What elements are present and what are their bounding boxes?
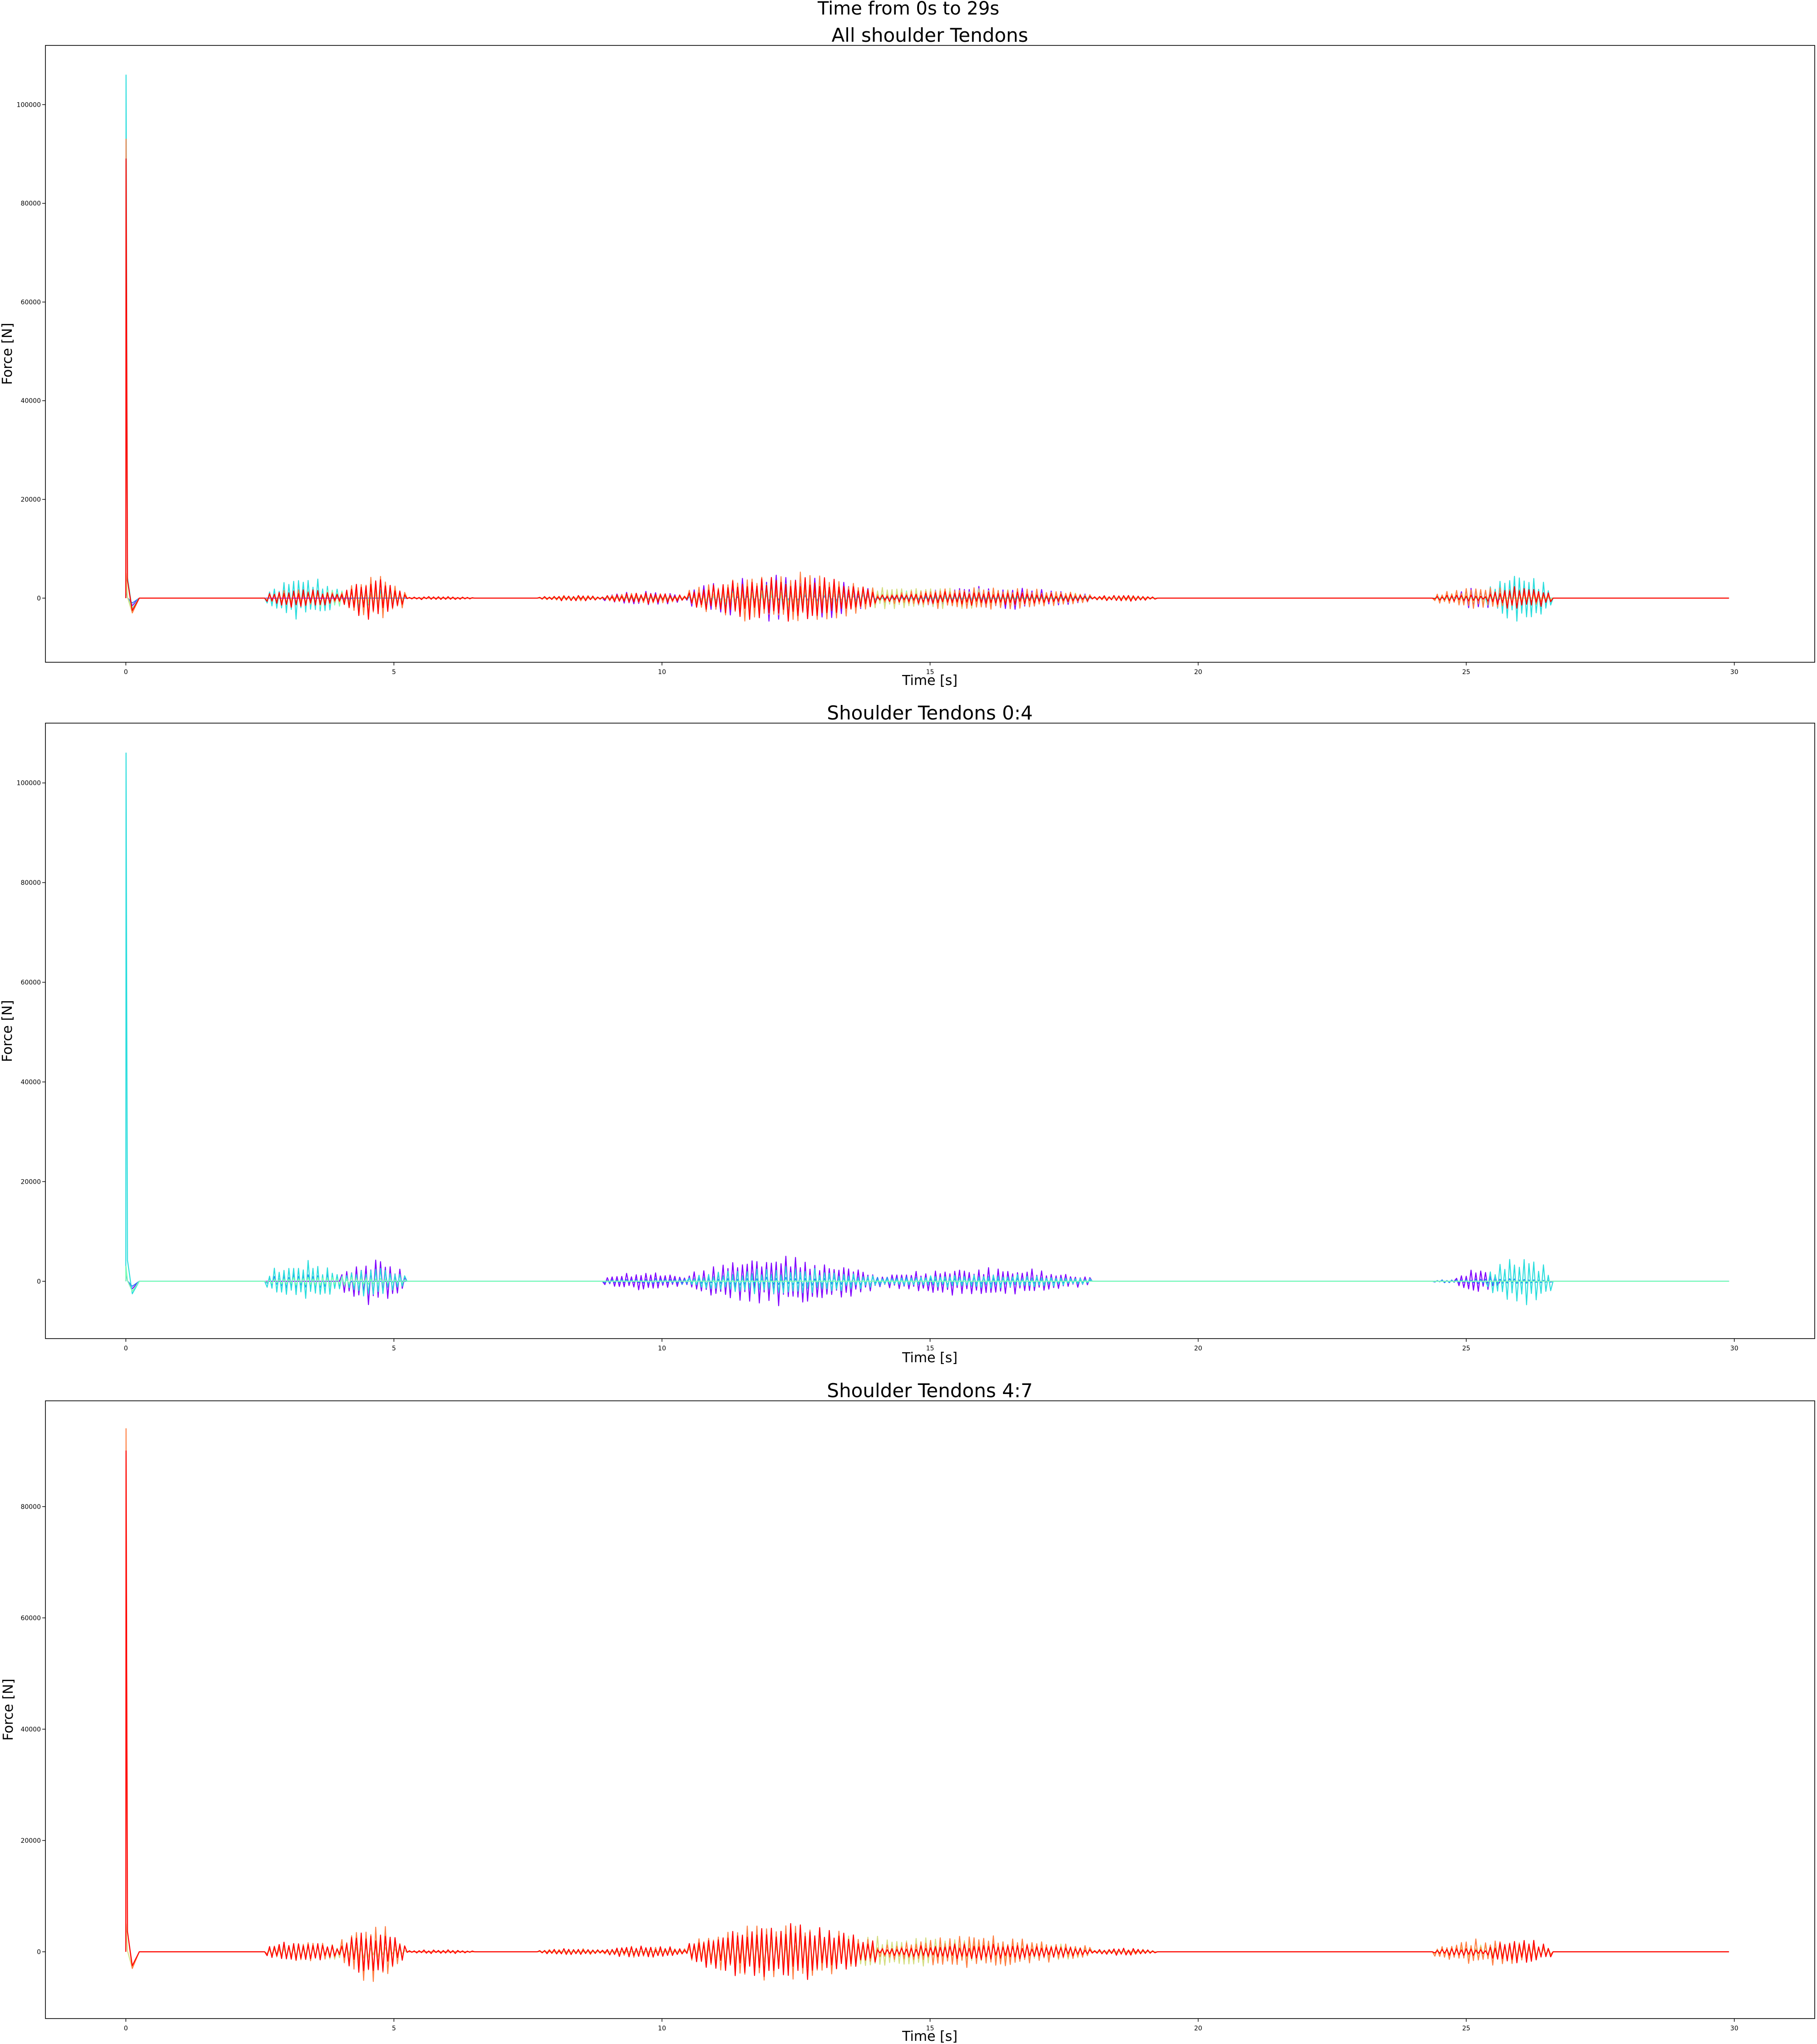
- x-tick-label: 10: [658, 669, 666, 676]
- axes-frame: [45, 45, 1815, 663]
- subplot-all-shoulder-tendons: All shoulder Tendons 0 5 10 15 20 25 30 0 20000 4…: [0, 24, 1815, 689]
- y-tick-label: 100000: [17, 101, 41, 109]
- x-tick-label: 20: [1194, 2025, 1202, 2032]
- trace-group: [125, 1428, 1729, 1982]
- x-tick-label: 20: [1194, 669, 1202, 676]
- x-tick-label: 15: [926, 669, 934, 676]
- y-tick-label: 80000: [20, 200, 41, 208]
- y-tick-label: 60000: [20, 1615, 41, 1622]
- axes-frame: [45, 723, 1815, 1339]
- y-tick-label: 0: [37, 1949, 41, 1956]
- x-tick-label: 0: [124, 2025, 128, 2032]
- x-tick-label: 10: [658, 2025, 666, 2032]
- y-tick-label: 80000: [20, 1503, 41, 1511]
- tick-group: 0 5 10 15 20 25 30 0 20000 40000 60000 80000: [20, 1503, 1738, 2032]
- x-tick-label: 0: [124, 1345, 128, 1352]
- tick-group: 0 5 10 15 20 25 30 0 20000 40000 60000 80000 100000: [17, 780, 1738, 1352]
- y-tick-label: 60000: [20, 299, 41, 306]
- y-axis-label: Force [N]: [0, 323, 15, 385]
- x-tick-label: 5: [392, 2025, 396, 2032]
- y-tick-label: 20000: [20, 1178, 41, 1186]
- subplot-shoulder-tendons-0-4: Shoulder Tendons 0:4 0 5 10 15 20 25 30 0 20000 4…: [0, 702, 1815, 1366]
- y-tick-label: 0: [37, 1278, 41, 1285]
- x-tick-label: 0: [124, 669, 128, 676]
- x-axis-label: Time [s]: [902, 2029, 958, 2044]
- y-axis-label: Force [N]: [0, 1679, 16, 1741]
- x-tick-label: 25: [1462, 669, 1470, 676]
- x-tick-label: 25: [1462, 1345, 1470, 1352]
- y-tick-label: 100000: [17, 780, 41, 787]
- series-line: [125, 1265, 1729, 1292]
- x-tick-label: 20: [1194, 1345, 1202, 1352]
- y-tick-label: 40000: [20, 1726, 41, 1733]
- subplot-shoulder-tendons-4-7: Shoulder Tendons 4:7 0 5 10 15 20 25 30 0 20000 4…: [0, 1379, 1815, 2044]
- y-axis-label: Force [N]: [0, 1000, 15, 1062]
- y-tick-label: 60000: [20, 979, 41, 987]
- x-tick-label: 15: [926, 1345, 934, 1352]
- x-tick-label: 5: [392, 1345, 396, 1352]
- axes-frame: [45, 1400, 1815, 2019]
- x-axis-label: Time [s]: [902, 673, 958, 689]
- subplot-title: Shoulder Tendons 4:7: [827, 1379, 1033, 1402]
- x-tick-label: 30: [1730, 1345, 1738, 1352]
- trace-group: [125, 752, 1729, 1306]
- x-axis-label: Time [s]: [902, 1350, 958, 1366]
- x-tick-label: 25: [1462, 2025, 1470, 2032]
- y-tick-label: 20000: [20, 1837, 41, 1845]
- trace-group: [125, 74, 1729, 622]
- series-line: [125, 158, 1729, 622]
- y-tick-label: 0: [37, 595, 41, 602]
- y-tick-label: 40000: [20, 1079, 41, 1086]
- x-tick-label: 15: [926, 2025, 934, 2032]
- subplot-title: Shoulder Tendons 0:4: [827, 702, 1033, 724]
- y-tick-label: 20000: [20, 496, 41, 503]
- x-tick-label: 5: [392, 669, 396, 676]
- x-tick-label: 30: [1730, 669, 1738, 676]
- series-line: [125, 1450, 1729, 1980]
- subplot-title: All shoulder Tendons: [832, 24, 1028, 46]
- x-tick-label: 30: [1730, 2025, 1738, 2032]
- x-tick-label: 10: [658, 1345, 666, 1352]
- tick-group: 0 5 10 15 20 25 30 0 20000 40000 60000 80000 100000: [17, 101, 1738, 676]
- y-tick-label: 40000: [20, 397, 41, 405]
- figure-suptitle: Time from 0s to 29s: [817, 0, 999, 19]
- y-tick-label: 80000: [20, 879, 41, 887]
